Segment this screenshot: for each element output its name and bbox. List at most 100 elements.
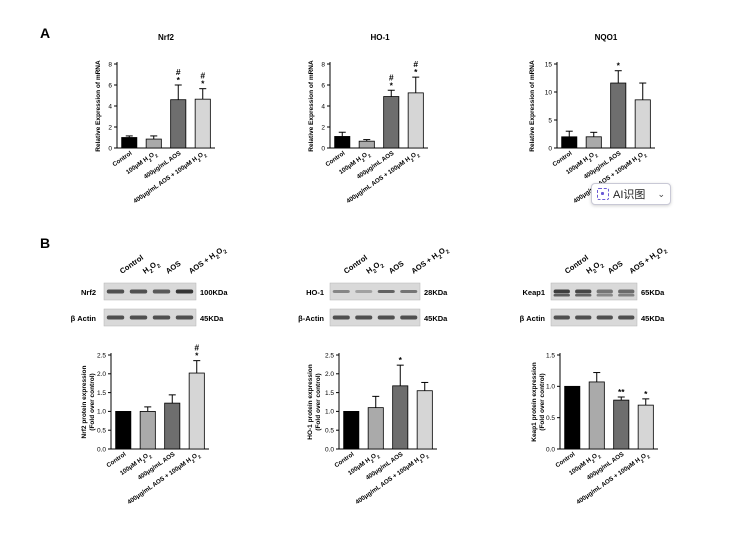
- chart-nrf2-protein: Nrf2 protein expression (Fold over contro…: [81, 343, 209, 506]
- bar: [637, 404, 654, 450]
- y-tick-label: 6: [108, 82, 112, 89]
- y-tick-label: 2: [108, 124, 112, 131]
- bar: [121, 137, 138, 149]
- blot-target-kda: 100KDa: [200, 288, 228, 297]
- bar: [194, 98, 211, 149]
- significance-marker: #: [176, 67, 181, 77]
- blot-band: [377, 315, 395, 320]
- blot-target-kda: 28KDa: [424, 288, 448, 297]
- lane-label: AOS + H2O2: [187, 244, 229, 278]
- y-axis-label: Relative Expression of mRNA: [529, 60, 536, 152]
- bar: [416, 390, 433, 450]
- blot-target-kda: 65KDa: [641, 288, 665, 297]
- blot-band: [355, 315, 373, 320]
- y-axis-label: Nrf2 protein expression: [81, 365, 88, 438]
- bar: [115, 410, 132, 450]
- blot-band: [106, 315, 125, 320]
- significance-marker: *: [177, 75, 181, 85]
- blot-band: [575, 294, 592, 297]
- y-tick-label: 1.5: [325, 390, 334, 397]
- significance-marker: *: [390, 80, 394, 90]
- y-tick-label: 0: [321, 145, 325, 152]
- lane-label: H2O2: [141, 258, 162, 278]
- significance-marker: *: [644, 389, 648, 399]
- significance-marker: *: [399, 355, 403, 365]
- lane-label: H2O2: [364, 258, 385, 278]
- scan-icon: [597, 188, 609, 200]
- y-axis-label: Relative Expression of mRNA: [308, 60, 315, 152]
- bar: [383, 96, 400, 149]
- blot-actin-kda: 45KDa: [641, 314, 665, 323]
- bar: [392, 385, 409, 450]
- bar: [564, 385, 581, 450]
- blot-band: [575, 315, 592, 320]
- blot-band: [596, 289, 613, 294]
- ai-recognize-button[interactable]: AI识图 ⌄: [591, 183, 671, 205]
- y-tick-label: 5: [548, 117, 552, 124]
- blot-strip-actin: [103, 308, 197, 327]
- y-tick-label: 15: [545, 61, 553, 68]
- y-tick-label: 2: [321, 124, 325, 131]
- blot-band: [400, 290, 418, 293]
- chart-keap1-protein: Keap1 protein expression (Fold over contr…: [531, 352, 658, 506]
- bar: [188, 372, 205, 450]
- y-tick-label: 0.5: [325, 428, 334, 435]
- y-tick-label: 10: [545, 89, 553, 96]
- bar: [358, 140, 375, 149]
- y-axis-label: (Fold over control): [539, 373, 546, 430]
- blot-band: [618, 289, 635, 294]
- chart-title: HO-1: [370, 33, 390, 42]
- blot-band: [175, 289, 194, 294]
- y-axis-label: HO-1 protein expression: [307, 364, 314, 440]
- chevron-down-icon: ⌄: [657, 188, 665, 199]
- significance-marker: *: [201, 79, 205, 89]
- blot-target-label: Keap1: [522, 288, 545, 297]
- y-tick-label: 0.5: [97, 428, 106, 435]
- y-axis-label: Keap1 protein expression: [531, 362, 538, 441]
- lane-label: Control: [563, 253, 590, 276]
- panel-a-letter: A: [40, 25, 50, 41]
- blot-band: [175, 315, 194, 320]
- blot-actin-label: β Actin: [71, 314, 97, 323]
- blot-band: [106, 289, 125, 294]
- blot-band: [129, 315, 148, 320]
- bar: [610, 82, 627, 149]
- blot-band: [553, 289, 570, 294]
- lane-label: AOS + H2O2: [627, 244, 669, 278]
- blot-band: [152, 289, 171, 294]
- blot-band: [553, 315, 570, 320]
- y-tick-label: 8: [321, 61, 325, 68]
- y-tick-label: 2.0: [97, 371, 106, 378]
- blot-strip-target: [103, 282, 197, 301]
- bar: [170, 99, 187, 149]
- bar: [407, 92, 424, 149]
- significance-marker: *: [414, 67, 418, 77]
- blot-band: [129, 289, 148, 294]
- y-tick-label: 1.0: [325, 409, 334, 416]
- lane-label: AOS: [387, 259, 405, 276]
- significance-marker: #: [389, 72, 394, 82]
- y-tick-label: 8: [108, 61, 112, 68]
- y-tick-label: 1.5: [97, 390, 106, 397]
- blot-actin-kda: 45KDa: [424, 314, 448, 323]
- blot-band: [400, 315, 418, 320]
- blot-band: [377, 290, 395, 293]
- chart-title: Nrf2: [158, 33, 175, 42]
- chart-ho1-protein: HO-1 protein expression (Fold over contro…: [307, 352, 437, 506]
- bar: [343, 410, 360, 450]
- y-tick-label: 4: [108, 103, 112, 110]
- lane-label: AOS: [164, 259, 182, 276]
- bar: [588, 381, 605, 450]
- blot-band: [575, 289, 592, 294]
- bar: [145, 138, 162, 149]
- significance-marker: *: [195, 351, 199, 361]
- blot-strip-actin: [329, 308, 421, 327]
- significance-marker: *: [617, 61, 621, 71]
- y-tick-label: 1.0: [546, 384, 555, 391]
- bar: [561, 136, 578, 149]
- bar: [634, 99, 651, 149]
- y-tick-label: 0.0: [97, 446, 106, 453]
